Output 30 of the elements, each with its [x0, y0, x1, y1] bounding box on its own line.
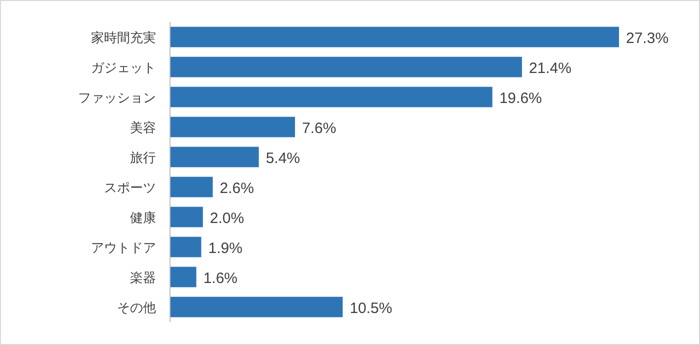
- data-label: 10.5%: [350, 300, 392, 317]
- bar: [170, 116, 295, 138]
- data-label: 19.6%: [499, 90, 542, 107]
- y-tick-label: 旅行: [130, 150, 156, 165]
- data-label: 21.4%: [528, 60, 572, 77]
- bar: [170, 266, 196, 288]
- y-tick-label: アウトドア: [91, 240, 156, 255]
- data-label: 7.6%: [302, 120, 336, 137]
- bar: [170, 176, 213, 198]
- bar: [170, 56, 522, 78]
- y-tick-label: その他: [117, 300, 156, 315]
- y-tick-label: ガジェット: [91, 60, 156, 75]
- y-tick-label: 健康: [130, 210, 156, 225]
- data-label: 2.6%: [220, 180, 254, 197]
- y-tick-label: ファッション: [78, 90, 156, 105]
- y-tick-label: 美容: [130, 120, 156, 135]
- data-label: 2.0%: [210, 210, 244, 227]
- y-tick-label: 楽器: [130, 270, 156, 285]
- bar: [170, 26, 619, 48]
- y-tick-label: 家時間充実: [91, 30, 156, 45]
- data-label: 5.4%: [266, 150, 300, 167]
- bar: [170, 236, 202, 258]
- bar: [170, 296, 343, 318]
- data-label: 27.3%: [626, 30, 669, 47]
- y-tick-label: スポーツ: [104, 180, 156, 195]
- bar: [170, 86, 492, 108]
- data-label: 1.6%: [203, 270, 238, 287]
- bar: [170, 146, 259, 168]
- bar: [170, 206, 203, 228]
- data-label: 1.9%: [208, 240, 242, 257]
